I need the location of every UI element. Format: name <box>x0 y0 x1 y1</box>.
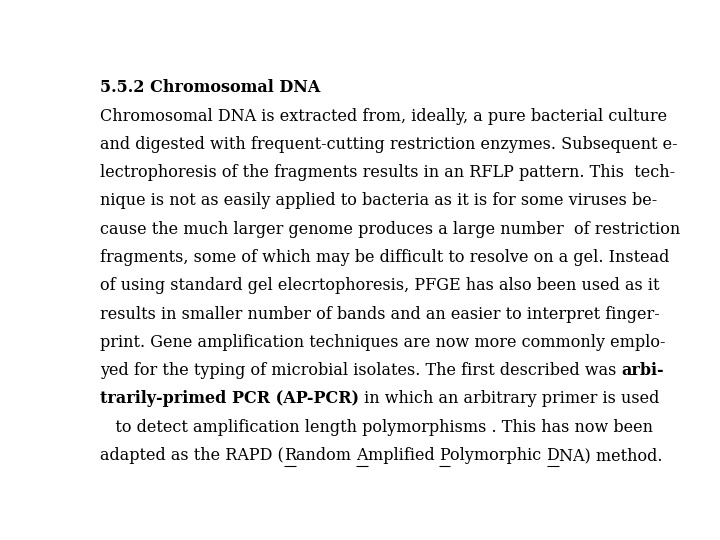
Text: to detect amplification length polymorphisms . This has now been: to detect amplification length polymorph… <box>100 418 653 436</box>
Text: D: D <box>546 447 559 464</box>
Text: trarily-primed PCR (AP-PCR): trarily-primed PCR (AP-PCR) <box>100 390 359 407</box>
Text: 5.5.2 Chromosomal DNA: 5.5.2 Chromosomal DNA <box>100 79 320 96</box>
Text: mplified: mplified <box>367 447 439 464</box>
Text: arbi-: arbi- <box>621 362 664 379</box>
Text: R: R <box>284 447 296 464</box>
Text: P: P <box>439 447 450 464</box>
Text: A: A <box>356 447 367 464</box>
Text: yed for the typing of microbial isolates. The first described was: yed for the typing of microbial isolates… <box>100 362 621 379</box>
Text: in which an arbitrary primer is used: in which an arbitrary primer is used <box>359 390 660 407</box>
Text: andom: andom <box>296 447 356 464</box>
Text: cause the much larger genome produces a large number  of restriction: cause the much larger genome produces a … <box>100 221 680 238</box>
Text: fragments, some of which may be difficult to resolve on a gel. Instead: fragments, some of which may be difficul… <box>100 249 670 266</box>
Text: and digested with frequent-cutting restriction enzymes. Subsequent e-: and digested with frequent-cutting restr… <box>100 136 678 153</box>
Text: adapted as the RAPD (: adapted as the RAPD ( <box>100 447 284 464</box>
Text: lectrophoresis of the fragments results in an RFLP pattern. This  tech-: lectrophoresis of the fragments results … <box>100 164 675 181</box>
Text: results in smaller number of bands and an easier to interpret finger-: results in smaller number of bands and a… <box>100 306 660 322</box>
Text: nique is not as easily applied to bacteria as it is for some viruses be-: nique is not as easily applied to bacter… <box>100 192 657 210</box>
Text: olymorphic: olymorphic <box>450 447 546 464</box>
Text: print. Gene amplification techniques are now more commonly emplo-: print. Gene amplification techniques are… <box>100 334 665 351</box>
Text: Chromosomal DNA is extracted from, ideally, a pure bacterial culture: Chromosomal DNA is extracted from, ideal… <box>100 107 667 125</box>
Text: of using standard gel elecrtophoresis, PFGE has also been used as it: of using standard gel elecrtophoresis, P… <box>100 277 660 294</box>
Text: NA) method.: NA) method. <box>559 447 663 464</box>
